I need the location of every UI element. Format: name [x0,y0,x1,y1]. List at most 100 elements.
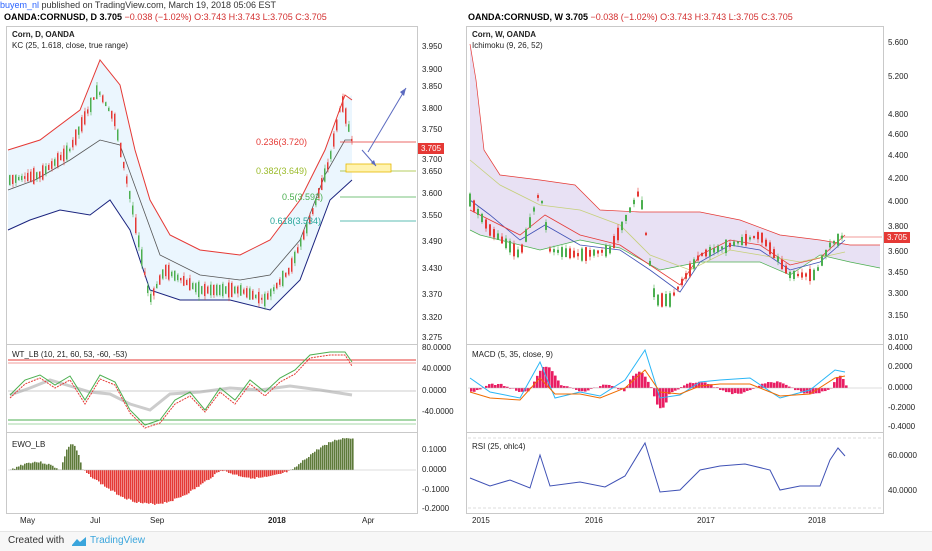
candle-body [553,249,555,252]
histogram-bar [770,382,773,388]
candle-body [657,295,659,306]
candle-body [150,294,152,302]
candle-body [324,168,326,181]
histogram-bar [42,464,44,470]
candle-body [497,233,499,239]
histogram-bar [228,470,230,473]
right-x-tick: 2017 [697,516,715,525]
candle-body [222,284,224,296]
candle-body [174,271,176,281]
candle-body [741,237,743,245]
macd-axis-tick: -0.2000 [888,403,915,412]
histogram-bar [554,376,557,388]
left-y-tick: 3.550 [422,211,442,220]
histogram-bar [725,388,728,392]
histogram-bar [54,468,56,470]
histogram-bar [346,438,348,470]
candle-body [120,143,122,157]
candle-body [33,168,35,184]
candle-body [345,108,347,123]
histogram-bar [749,388,752,390]
histogram-bar [328,442,330,470]
histogram-bar [200,470,202,484]
histogram-bar [112,470,114,491]
histogram-bar [560,385,563,388]
candle-body [228,283,230,298]
histogram-bar [312,453,314,470]
right-y-tick: 3.010 [888,333,908,342]
candle-body [501,237,503,244]
histogram-bar [246,470,248,477]
histogram-bar [202,470,204,483]
histogram-bar [310,454,312,470]
candle-body [342,96,344,112]
right-y-tick: 4.200 [888,174,908,183]
left-y-tick: 3.900 [422,65,442,74]
fib-0382: 0.382(3.649) [256,166,307,176]
histogram-bar [164,470,166,502]
candle-body [761,233,763,243]
histogram-bar [348,438,350,470]
candle-body [641,200,643,209]
histogram-bar [236,470,238,475]
candle-body [677,287,679,290]
rsi-axis-tick: 60.0000 [888,451,917,460]
candle-body [294,252,296,263]
histogram-bar [476,388,479,390]
candle-body [57,153,59,167]
candle-body [333,133,335,146]
histogram-bar [162,470,164,504]
histogram-bar [190,470,192,491]
candle-body [255,295,257,298]
candle-body [141,249,143,265]
macd-label: MACD (5, 35, close, 9) [472,350,553,359]
histogram-bar [168,470,170,502]
right-y-tick: 4.600 [888,130,908,139]
candle-body [477,209,479,215]
candle-body [21,176,23,180]
histogram-bar [728,388,731,392]
candle-body [27,173,29,181]
histogram-bar [70,444,72,470]
candle-body [276,283,278,288]
left-y-tick: 3.800 [422,104,442,113]
candle-body [493,229,495,237]
histogram-bar [122,470,124,497]
tradingview-link[interactable]: TradingView [90,535,145,546]
histogram-bar [110,470,112,491]
histogram-bar [318,449,320,470]
candle-body [291,258,293,271]
candle-body [649,261,651,266]
histogram-bar [94,470,96,479]
histogram-bar [587,388,590,390]
left-y-tick: 3.650 [422,167,442,176]
candle-body [42,165,44,179]
candle-body [207,287,209,294]
candle-body [509,241,511,252]
candle-body [529,217,531,228]
histogram-bar [76,450,78,470]
candle-body [72,140,74,148]
histogram-bar [50,465,52,470]
candle-body [12,175,14,184]
histogram-bar [821,388,824,391]
candle-body [63,149,65,162]
fib-05: 0.5(3.592) [282,192,323,202]
histogram-bar [24,464,26,470]
wt-axis-tick: 0.0000 [422,386,446,395]
candle-body [569,248,571,258]
candle-body [45,166,47,174]
candle-body [117,130,119,141]
histogram-bar [234,470,236,475]
left-y-tick: 3.490 [422,237,442,246]
histogram-bar [334,440,336,470]
candle-body [825,250,827,256]
histogram-bar [90,470,92,477]
histogram-bar [350,439,352,470]
candle-body [473,200,475,211]
histogram-bar [146,470,148,503]
candle-body [192,283,194,289]
histogram-bar [92,470,94,478]
candle-body [162,269,164,278]
candle-body [138,235,140,247]
